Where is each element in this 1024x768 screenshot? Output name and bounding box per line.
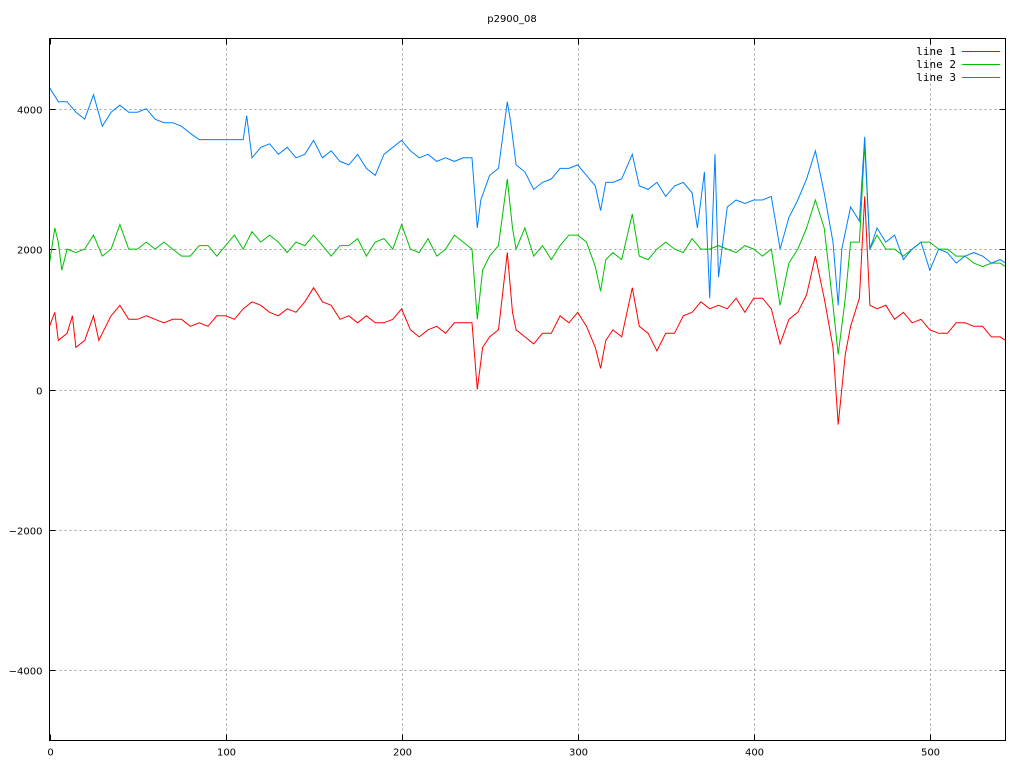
axes: 0 100 200 300 400 500 −4000 −2000 0 2000 4000 — [9, 38, 1006, 759]
x-tick-label: 0 — [47, 748, 53, 759]
plot-frame — [49, 38, 1006, 741]
series-line-2 — [49, 143, 1006, 355]
x-tick-label: 400 — [745, 748, 764, 759]
series-group — [49, 87, 1006, 425]
y-tick-label: −4000 — [9, 667, 43, 678]
series-line-1 — [49, 196, 1006, 425]
x-tick-label: 200 — [393, 748, 412, 759]
x-tick-label: 300 — [569, 748, 588, 759]
y-tick-label: 4000 — [17, 106, 42, 117]
y-tick-label: 2000 — [17, 246, 42, 257]
y-tick-label: 0 — [36, 387, 42, 398]
x-tick-label: 500 — [921, 748, 940, 759]
chart-title: p2900_08 — [487, 14, 537, 25]
legend-label-1: line 1 — [916, 45, 956, 58]
x-tick-label: 100 — [217, 748, 236, 759]
y-tick-label: −2000 — [9, 527, 43, 538]
legend-label-2: line 2 — [916, 58, 956, 71]
legend-label-3: line 3 — [916, 71, 956, 84]
series-line-3 — [49, 87, 1006, 306]
grid — [49, 38, 1006, 741]
